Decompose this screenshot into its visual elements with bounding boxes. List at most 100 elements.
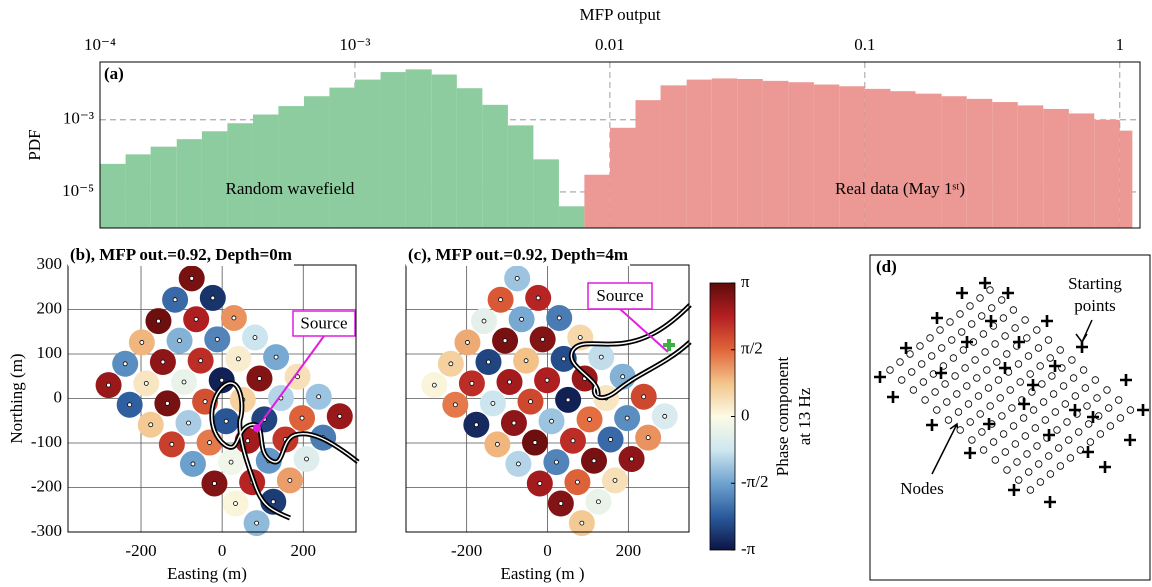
node [1003,350,1011,358]
sensor-dot [148,422,154,428]
starting-point [1087,411,1099,423]
sensor-dot [448,361,454,367]
starting-point [1082,446,1094,458]
annotation-box [292,310,356,337]
sensor-dot [596,499,601,505]
node [936,326,944,334]
node [916,342,924,350]
sensor-dot [177,338,182,344]
node [943,398,951,406]
sensor-dot [540,336,546,342]
starting-point [935,367,947,379]
sensor-dot [486,359,491,365]
node [1074,428,1083,436]
node [998,296,1006,304]
sensor-dot [160,359,166,365]
sensor-dot [587,417,592,422]
series-label: Real data (May 1ˢᵗ) [835,179,965,198]
annotation: Source [596,286,643,305]
sensor-dot [553,459,559,465]
y-tick-label: 0 [54,387,63,406]
starting-point [956,287,968,299]
node [1114,396,1123,404]
node [1083,402,1091,410]
histogram-bar [329,87,355,228]
source-marker [663,339,675,351]
histogram-bar [405,69,432,229]
series-label: Random wavefield [226,179,355,198]
colorbar-tick-label: 0 [741,405,750,424]
histogram-bar [303,96,330,228]
node [981,348,989,356]
sensor-dot [612,477,618,483]
x-tick-label: 0 [543,541,552,560]
y-tick-label: 100 [37,343,63,362]
sensor-dot [558,501,564,506]
histogram-bar [737,79,763,229]
node [968,320,976,328]
histogram-bar [558,206,585,228]
sensor-dot [502,338,508,344]
node [984,384,993,392]
histogram-bar [1043,108,1069,228]
histogram-bar [201,131,228,228]
histogram-bar [125,154,151,228]
node [1024,352,1033,360]
node [1071,392,1079,400]
colorbar-tick-label: π/2 [741,339,763,358]
histogram-bar [609,127,636,228]
histogram-bar [660,85,687,228]
starting-point [1027,379,1039,391]
node [1024,468,1033,476]
node [1051,408,1059,416]
node [989,438,998,446]
starting-point [1049,360,1061,372]
node [1023,450,1031,458]
sensor-dot [233,501,238,506]
sensor-dot [561,356,567,362]
node [944,416,953,424]
panel-d-layout [874,277,1149,508]
node [1026,370,1034,378]
sensor-dot [228,459,234,465]
sensor-dot [490,400,496,406]
sensor-dot [257,376,262,381]
sensor-dot [316,394,322,400]
node [1046,354,1054,362]
node [979,330,988,338]
y-tick-label: -300 [31,521,62,540]
sensor-dot [186,420,191,426]
node [1059,382,1068,390]
source-marker [253,424,261,432]
sensor-dot [164,400,170,406]
y-tick-label: -100 [31,432,62,451]
starting-point [1120,374,1132,386]
sensor-dot [577,335,583,340]
node [1021,316,1029,324]
node [1054,444,1063,452]
x-tick-label: 200 [291,541,317,560]
node [1056,346,1064,354]
starting-point [1124,434,1136,446]
sensor-dot [515,461,521,467]
node [1053,426,1061,434]
node [974,392,983,400]
histogram-bar [176,139,202,228]
annotation: Starting [1068,274,1122,293]
node [1056,462,1065,470]
node [931,388,939,396]
node [956,426,964,434]
node [991,456,999,464]
node [1036,362,1044,370]
sensor-dot [494,441,500,447]
node [1003,466,1011,474]
sensor-dot [662,413,668,419]
node [1044,336,1053,344]
node [999,430,1008,438]
node [988,304,996,312]
x-tick-label: 200 [616,541,642,560]
annotation: points [1074,296,1116,315]
node [919,378,928,386]
sensor-dot [231,315,237,321]
node [1008,404,1016,412]
